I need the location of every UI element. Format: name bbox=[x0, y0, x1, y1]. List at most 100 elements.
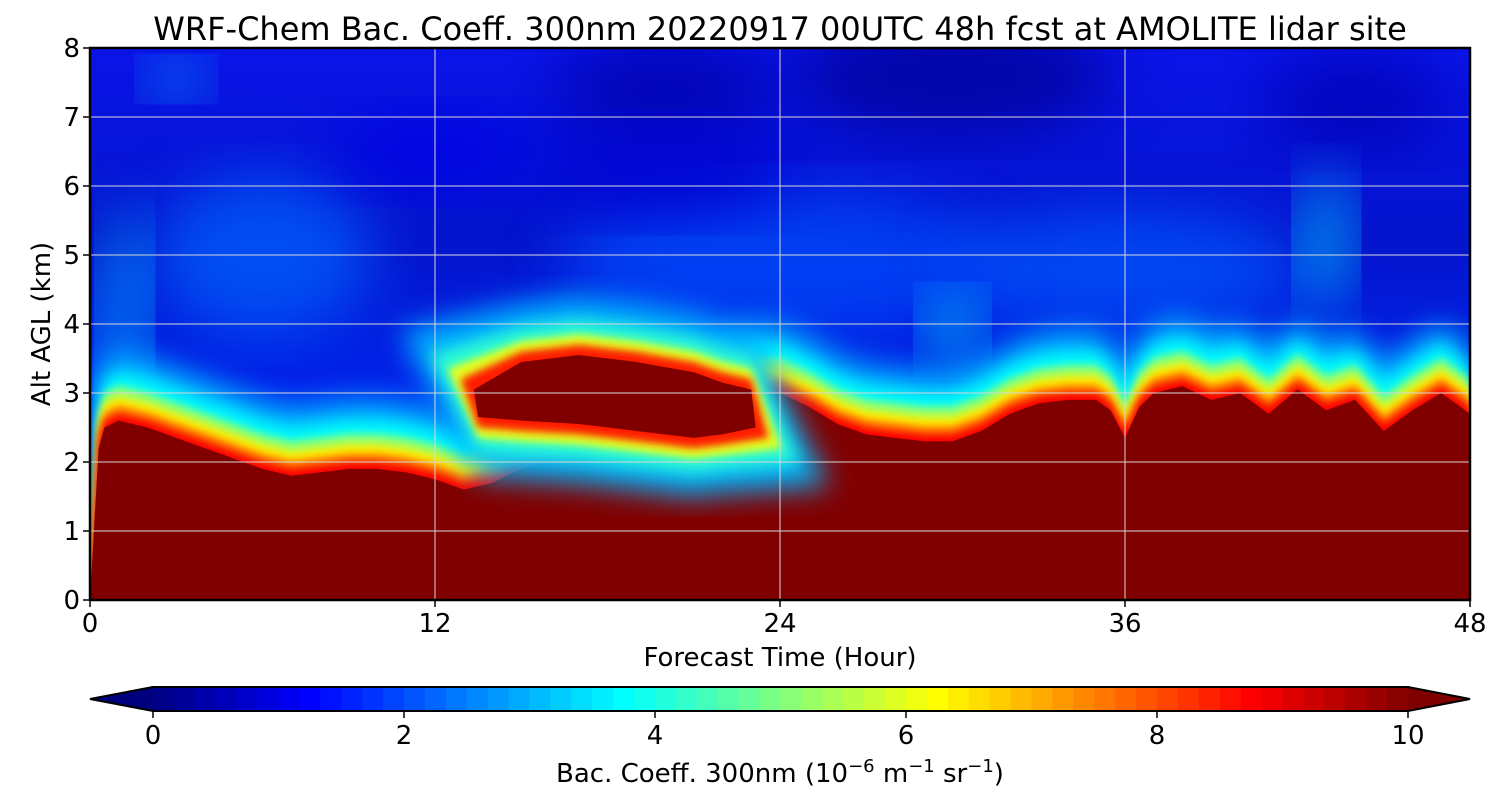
colorbar-level bbox=[1177, 687, 1200, 711]
y-tick-label: 1 bbox=[63, 517, 80, 547]
colorbar-level bbox=[320, 687, 342, 711]
y-tick-label: 0 bbox=[63, 586, 80, 616]
colorbar-label: Bac. Coeff. 300nm (10−6 m−1 sr−1) bbox=[556, 756, 1004, 790]
y-tick-label: 3 bbox=[63, 379, 80, 409]
x-tick-label: 0 bbox=[82, 609, 99, 639]
colorbar-tick-label: 10 bbox=[1391, 721, 1424, 751]
colorbar-level bbox=[1387, 687, 1409, 711]
x-axis-label: Forecast Time (Hour) bbox=[643, 643, 916, 673]
y-axis-ticks: 0 1 2 3 4 5 6 7 8 bbox=[63, 34, 90, 616]
colorbar-level bbox=[1115, 687, 1137, 711]
colorbar-extend-under bbox=[90, 687, 153, 711]
colorbar-level bbox=[968, 687, 991, 711]
colorbar-level bbox=[989, 687, 1012, 711]
colorbar-level bbox=[194, 687, 217, 711]
x-tick-label: 36 bbox=[1108, 609, 1141, 639]
colorbar-level bbox=[696, 687, 719, 711]
heatmap-blob bbox=[792, 48, 1113, 136]
colorbar-level bbox=[1240, 687, 1263, 711]
colorbar-level bbox=[383, 687, 405, 711]
colorbar-tick-label: 0 bbox=[145, 721, 162, 751]
colorbar-level bbox=[1366, 687, 1388, 711]
colorbar-level bbox=[466, 687, 489, 711]
colorbar-level bbox=[801, 687, 823, 711]
colorbar-level bbox=[445, 687, 468, 711]
colorbar-level bbox=[1345, 687, 1367, 711]
colorbar-level bbox=[634, 687, 656, 711]
colorbar-level bbox=[885, 687, 907, 711]
colorbar-level bbox=[1031, 687, 1054, 711]
colorbar-level bbox=[1073, 687, 1095, 711]
colorbar-level bbox=[780, 687, 803, 711]
chart-title: WRF-Chem Bac. Coeff. 300nm 20220917 00UT… bbox=[153, 10, 1407, 48]
colorbar-level bbox=[906, 687, 928, 711]
colorbar-level bbox=[738, 687, 761, 711]
y-tick-label: 4 bbox=[63, 310, 80, 340]
colorbar-level bbox=[529, 687, 552, 711]
heatmap-blob bbox=[1265, 53, 1445, 154]
colorbar-tick-label: 8 bbox=[1149, 721, 1166, 751]
colorbar-level bbox=[278, 687, 301, 711]
y-tick-label: 5 bbox=[63, 241, 80, 271]
heatmap-texture bbox=[102, 48, 1445, 444]
colorbar-level bbox=[1324, 687, 1346, 711]
colorbar-level bbox=[571, 687, 593, 711]
y-tick-label: 2 bbox=[63, 448, 80, 478]
colorbar-level bbox=[215, 687, 238, 711]
colorbar-level bbox=[1198, 687, 1221, 711]
colorbar-level bbox=[1136, 687, 1158, 711]
colorbar-tick-label: 6 bbox=[898, 721, 915, 751]
colorbar-level bbox=[1094, 687, 1116, 711]
y-axis-label: Alt AGL (km) bbox=[27, 242, 57, 406]
colorbar-level bbox=[257, 687, 280, 711]
colorbar-level bbox=[299, 687, 321, 711]
colorbar-level bbox=[1261, 687, 1284, 711]
colorbar-tick-label: 4 bbox=[647, 721, 664, 751]
colorbar-level bbox=[592, 687, 614, 711]
colorbar-level bbox=[759, 687, 782, 711]
y-tick-label: 8 bbox=[63, 34, 80, 64]
colorbar-level bbox=[864, 687, 886, 711]
colorbar-ticks: 0 2 4 6 8 10 bbox=[145, 711, 1425, 751]
colorbar-tick-label: 2 bbox=[396, 721, 413, 751]
colorbar-level bbox=[173, 687, 196, 711]
y-tick-label: 7 bbox=[63, 103, 80, 133]
colorbar-level bbox=[1157, 687, 1179, 711]
colorbar-extend-over bbox=[1408, 687, 1470, 711]
x-tick-label: 48 bbox=[1453, 609, 1486, 639]
colorbar-level bbox=[717, 687, 740, 711]
colorbar-level bbox=[341, 687, 363, 711]
x-axis-ticks: 0 12 24 36 48 bbox=[82, 600, 1487, 639]
colorbar-level bbox=[1010, 687, 1033, 711]
colorbar-level bbox=[947, 687, 970, 711]
colorbar-level bbox=[362, 687, 384, 711]
colorbar-level bbox=[1219, 687, 1242, 711]
colorbar-level bbox=[1303, 687, 1325, 711]
y-tick-label: 6 bbox=[63, 172, 80, 202]
colorbar-level bbox=[550, 687, 572, 711]
colorbar-level bbox=[613, 687, 635, 711]
heatmap-blob bbox=[1301, 171, 1352, 312]
colorbar-level bbox=[424, 687, 447, 711]
colorbar-level bbox=[508, 687, 531, 711]
heatmap-blob bbox=[146, 61, 207, 98]
colorbar-level bbox=[822, 687, 844, 711]
colorbar-level bbox=[675, 687, 698, 711]
heatmap-blob bbox=[555, 48, 775, 140]
colorbar-level bbox=[843, 687, 865, 711]
heatmap-blob bbox=[924, 295, 981, 366]
plume-band bbox=[473, 355, 756, 438]
colorbar-level bbox=[926, 687, 949, 711]
colorbar-level bbox=[1282, 687, 1305, 711]
colorbar-level bbox=[655, 687, 677, 711]
colorbar: 0 2 4 6 8 10 Bac. Coeff. 300nm (10−6 m−1 sr−1… bbox=[89, 686, 1471, 790]
colorbar-levels bbox=[153, 687, 1409, 711]
x-tick-label: 12 bbox=[418, 609, 451, 639]
heatmap-blob bbox=[545, 127, 785, 218]
colorbar-level bbox=[1052, 687, 1074, 711]
colorbar-level bbox=[487, 687, 510, 711]
colorbar-level bbox=[404, 687, 426, 711]
x-tick-label: 24 bbox=[763, 609, 796, 639]
colorbar-level bbox=[153, 687, 175, 711]
